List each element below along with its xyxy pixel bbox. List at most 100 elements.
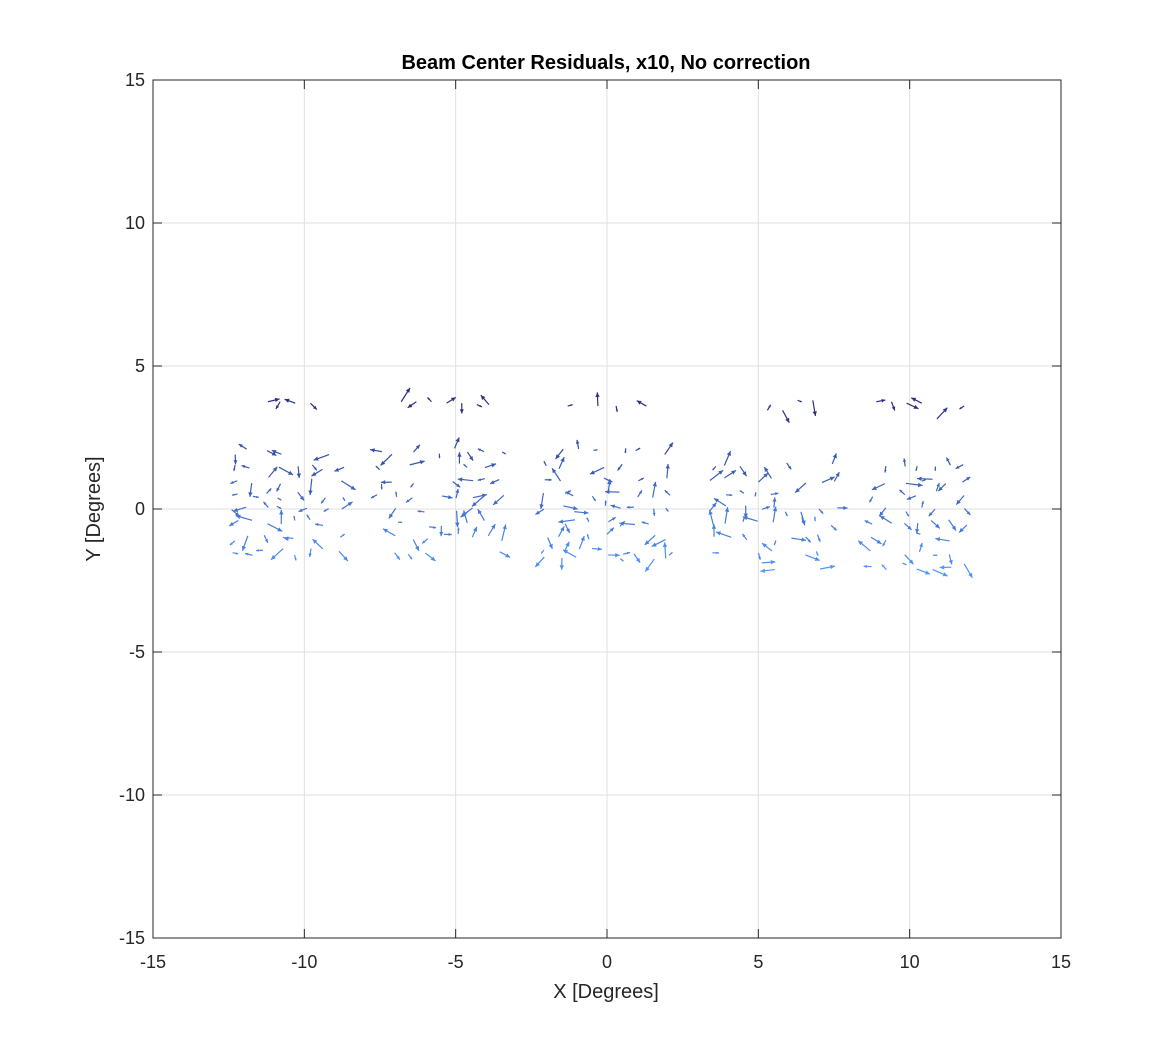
residual-arrow: [904, 554, 914, 565]
residual-arrow: [534, 556, 545, 568]
residual-arrow: [228, 520, 239, 527]
residual-arrow: [442, 495, 453, 500]
residual-arrow: [476, 404, 483, 408]
residual-arrow: [955, 495, 965, 505]
residual-arrow: [709, 502, 717, 512]
residual-arrow: [903, 522, 913, 531]
residual-arrow: [463, 463, 468, 468]
residual-arrow: [567, 404, 573, 407]
residual-arrow: [743, 505, 748, 519]
residual-arrow: [906, 495, 917, 501]
residual-arrow: [772, 497, 777, 508]
residual-arrow: [395, 491, 398, 497]
residual-arrow: [407, 553, 413, 560]
residual-arrow: [275, 401, 281, 410]
residual-arrow: [267, 523, 283, 532]
residual-arrow: [308, 548, 312, 558]
residual-arrow: [772, 506, 778, 523]
residual-arrow: [814, 516, 816, 522]
residual-arrow: [916, 568, 931, 575]
residual-arrow: [394, 552, 401, 561]
residual-arrow: [754, 492, 757, 497]
residual-arrow: [906, 402, 919, 410]
residual-arrow: [313, 453, 330, 461]
residual-arrow: [833, 471, 840, 482]
residual-arrow: [400, 387, 411, 403]
residual-arrow: [932, 568, 948, 577]
residual-arrow: [606, 527, 615, 535]
residual-arrow: [244, 552, 253, 556]
residual-arrow: [255, 549, 263, 552]
residual-arrow: [610, 504, 621, 509]
residual-arrow: [593, 449, 598, 451]
residual-arrow: [739, 490, 745, 494]
residual-arrow: [882, 539, 887, 547]
residual-arrow: [501, 524, 507, 542]
residual-arrow: [559, 558, 564, 570]
residual-arrow: [380, 483, 383, 490]
residual-arrow: [306, 514, 311, 521]
residual-arrow: [252, 495, 259, 499]
residual-arrow: [963, 508, 971, 516]
residual-arrow: [555, 448, 564, 460]
residual-arrow: [905, 482, 923, 488]
residual-arrow: [309, 402, 318, 410]
residual-arrow: [619, 558, 624, 562]
residual-arrow: [342, 496, 346, 502]
residual-arrow: [773, 540, 777, 546]
residual-arrow: [652, 508, 656, 516]
residual-arrow: [782, 410, 790, 424]
residual-arrow: [939, 565, 952, 570]
residual-arrow: [794, 482, 807, 494]
residual-arrow: [455, 488, 460, 499]
residual-arrow: [427, 396, 432, 403]
residual-arrow: [918, 542, 923, 553]
residual-arrow: [664, 442, 674, 455]
residual-arrow: [285, 536, 294, 540]
residual-arrow: [930, 520, 941, 529]
x-tick-label: 0: [602, 952, 612, 972]
y-tick-label: -5: [129, 642, 145, 662]
residual-arrow: [558, 456, 565, 469]
residual-arrow: [619, 521, 636, 526]
residual-arrow: [339, 533, 346, 538]
residual-arrow: [819, 564, 836, 570]
residual-arrow: [816, 534, 821, 543]
residual-arrow: [890, 401, 896, 411]
residual-arrow: [928, 508, 936, 517]
residual-arrow: [565, 491, 574, 497]
residual-arrow: [709, 469, 724, 481]
residual-arrow: [757, 552, 761, 560]
residual-arrow: [341, 501, 353, 510]
residual-arrow: [791, 537, 807, 542]
residual-arrow: [338, 550, 349, 562]
residual-arrow: [477, 448, 485, 453]
residual-arrow: [651, 539, 666, 548]
residual-arrow: [724, 469, 737, 479]
chart-title: Beam Center Residuals, x10, No correctio…: [401, 52, 810, 74]
residual-arrow: [492, 494, 505, 506]
residual-arrow: [617, 463, 623, 471]
residual-arrow: [417, 510, 425, 513]
residual-arrow: [412, 539, 420, 552]
residual-arrow: [232, 552, 239, 555]
residual-arrow: [241, 535, 249, 551]
residual-arrow: [934, 466, 937, 471]
residual-arrow: [604, 500, 607, 506]
residual-arrow: [578, 535, 585, 550]
residual-arrow: [870, 536, 882, 545]
residual-arrow: [279, 509, 284, 525]
residual-arrow: [837, 505, 848, 510]
residual-arrow: [955, 464, 964, 470]
residual-arrow: [308, 478, 313, 496]
residual-arrow: [959, 405, 965, 410]
residual-arrow: [797, 399, 802, 403]
residual-arrow: [551, 467, 562, 482]
residual-arrow: [410, 482, 415, 488]
residual-arrow: [311, 468, 323, 477]
residual-arrow: [863, 564, 872, 569]
residual-arrow: [277, 497, 282, 501]
residual-arrow: [857, 540, 871, 552]
residual-arrow: [644, 534, 656, 546]
residual-arrow: [715, 531, 732, 538]
